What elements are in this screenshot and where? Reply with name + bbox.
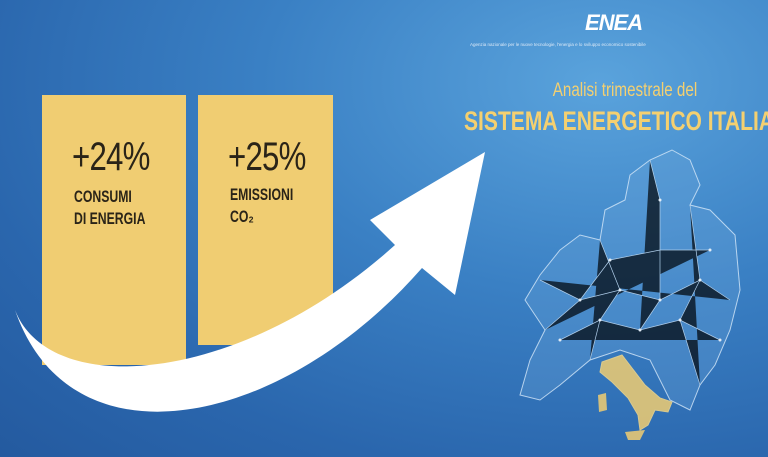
stat-label: DI ENERGIA bbox=[74, 209, 146, 228]
logo: ENEA bbox=[585, 10, 643, 35]
growth-arrow bbox=[15, 152, 485, 412]
stat-label: CO₂ bbox=[230, 207, 254, 226]
islands bbox=[598, 393, 645, 440]
tagline: Agenzia nazionale per le nuove tecnologi… bbox=[470, 42, 646, 47]
stat-card: +24% CONSUMI DI ENERGIA bbox=[42, 95, 186, 365]
stat-label: EMISSIONI bbox=[230, 185, 294, 204]
title-line: Analisi trimestrale del bbox=[552, 80, 698, 101]
stat-value: +25% bbox=[228, 135, 306, 179]
italy bbox=[599, 354, 673, 431]
europe-map bbox=[519, 149, 741, 440]
stat-label: CONSUMI bbox=[74, 187, 132, 206]
title-main: SISTEMA ENERGETICO ITALIANO bbox=[464, 106, 768, 136]
stat-value: +24% bbox=[72, 135, 150, 179]
stat-card: +25% EMISSIONI CO₂ bbox=[198, 95, 333, 345]
